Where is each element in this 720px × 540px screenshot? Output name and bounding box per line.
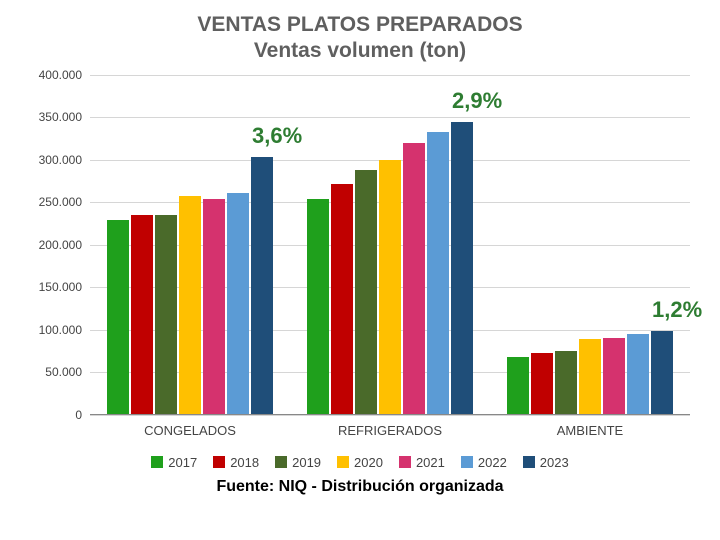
y-tick-label: 200.000	[39, 238, 82, 252]
legend-label: 2022	[478, 455, 507, 470]
legend-label: 2017	[168, 455, 197, 470]
legend-label: 2020	[354, 455, 383, 470]
bar	[155, 215, 177, 414]
bar	[251, 157, 273, 414]
bar	[603, 338, 625, 414]
bar	[179, 196, 201, 414]
growth-annotation: 1,2%	[652, 297, 702, 323]
source-text: Fuente: NIQ - Distribución organizada	[20, 478, 700, 496]
legend-swatch	[151, 456, 163, 468]
chart-title: VENTAS PLATOS PREPARADOS Ventas volumen …	[20, 12, 700, 65]
bar	[507, 357, 529, 414]
bar-group: AMBIENTE	[507, 331, 673, 413]
bar	[227, 193, 249, 413]
legend-swatch	[213, 456, 225, 468]
legend-item: 2019	[275, 455, 321, 470]
legend-swatch	[461, 456, 473, 468]
bar	[531, 353, 553, 413]
bar-group: REFRIGERADOS	[307, 122, 473, 414]
legend-item: 2022	[461, 455, 507, 470]
bar	[107, 220, 129, 414]
y-axis: 050.000100.000150.000200.000250.000300.0…	[30, 75, 90, 415]
legend-label: 2021	[416, 455, 445, 470]
grid-area: CONGELADOS3,6%REFRIGERADOS2,9%AMBIENTE1,…	[90, 75, 690, 415]
bar	[331, 184, 353, 414]
bar	[131, 215, 153, 413]
y-tick-label: 300.000	[39, 153, 82, 167]
legend-swatch	[275, 456, 287, 468]
bar	[651, 331, 673, 413]
legend-item: 2020	[337, 455, 383, 470]
y-tick-label: 100.000	[39, 323, 82, 337]
title-line-1: VENTAS PLATOS PREPARADOS	[20, 12, 700, 38]
bar	[355, 170, 377, 413]
y-tick-label: 400.000	[39, 68, 82, 82]
legend-item: 2017	[151, 455, 197, 470]
y-tick-label: 50.000	[45, 365, 82, 379]
category-label: AMBIENTE	[507, 423, 673, 438]
bar	[627, 334, 649, 414]
bar	[403, 143, 425, 413]
legend-swatch	[337, 456, 349, 468]
legend-item: 2018	[213, 455, 259, 470]
legend-label: 2018	[230, 455, 259, 470]
legend-item: 2021	[399, 455, 445, 470]
y-tick-label: 150.000	[39, 280, 82, 294]
legend-item: 2023	[523, 455, 569, 470]
legend: 2017 2018 2019 2020 2021 2022 2023	[20, 455, 700, 470]
bar	[379, 160, 401, 413]
bar	[579, 339, 601, 414]
bar	[555, 351, 577, 414]
bar-group: CONGELADOS	[107, 157, 273, 414]
bar	[307, 199, 329, 413]
title-line-2: Ventas volumen (ton)	[20, 38, 700, 64]
y-tick-label: 250.000	[39, 195, 82, 209]
legend-label: 2019	[292, 455, 321, 470]
growth-annotation: 2,9%	[452, 88, 502, 114]
legend-swatch	[399, 456, 411, 468]
y-tick-label: 0	[75, 408, 82, 422]
growth-annotation: 3,6%	[252, 123, 302, 149]
category-label: CONGELADOS	[107, 423, 273, 438]
bar	[203, 199, 225, 413]
plot-area: 050.000100.000150.000200.000250.000300.0…	[30, 75, 690, 415]
bar	[451, 122, 473, 414]
gridline	[90, 415, 690, 416]
y-tick-label: 350.000	[39, 110, 82, 124]
legend-label: 2023	[540, 455, 569, 470]
bars-layer: CONGELADOS3,6%REFRIGERADOS2,9%AMBIENTE1,…	[90, 75, 690, 414]
category-label: REFRIGERADOS	[307, 423, 473, 438]
bar	[427, 132, 449, 413]
legend-swatch	[523, 456, 535, 468]
